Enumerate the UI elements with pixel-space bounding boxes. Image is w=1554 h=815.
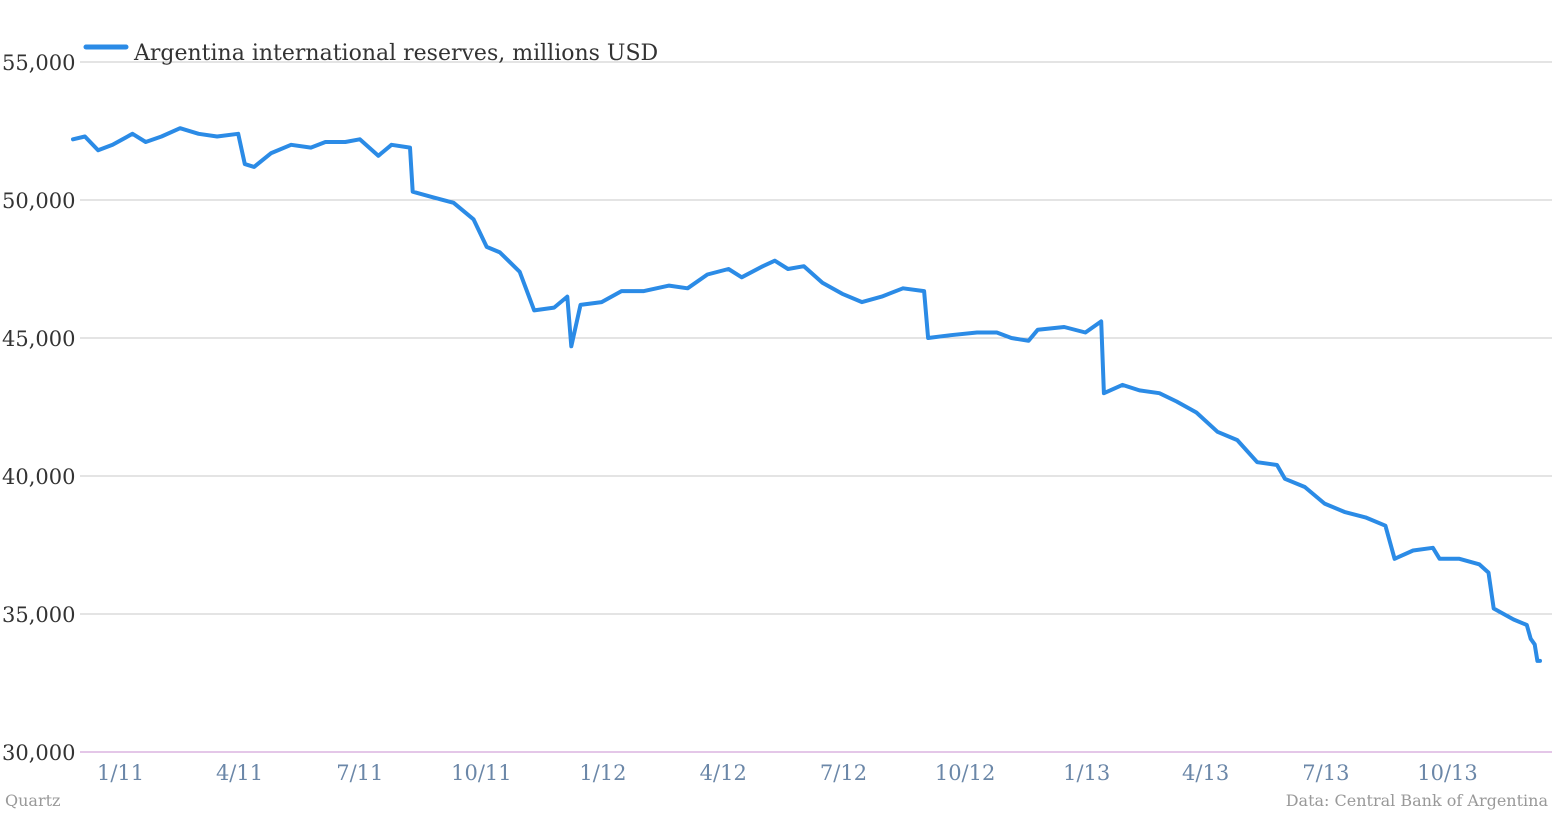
source-credit: Quartz [5,791,60,810]
x-tick-label: 7/12 [820,761,867,785]
x-tick-label: 1/11 [97,761,144,785]
x-tick-label: 10/12 [935,761,996,785]
x-tick-label: 1/12 [579,761,626,785]
x-tick-label: 4/12 [700,761,747,785]
y-tick-label: 45,000 [2,327,75,351]
legend: Argentina international reserves, millio… [83,41,658,66]
gridlines [80,61,1552,753]
y-tick-label: 40,000 [2,465,75,489]
y-axis-tick-labels: 30,000 35,000 40,000 45,000 50,000 55,000 [2,51,75,765]
x-tick-label: 10/11 [451,761,512,785]
series-line [71,126,1542,663]
x-tick-label: 7/11 [336,761,383,785]
y-tick-label: 30,000 [2,741,75,765]
x-tick-label: 1/13 [1063,761,1110,785]
y-tick-label: 50,000 [2,189,75,213]
x-tick-label: 7/13 [1302,761,1349,785]
data-source-note: Data: Central Bank of Argentina [1286,791,1549,810]
y-tick-label: 55,000 [2,51,75,75]
x-tick-label: 4/13 [1182,761,1229,785]
x-tick-label: 10/13 [1417,761,1478,785]
legend-label: Argentina international reserves, millio… [133,41,658,66]
y-tick-label: 35,000 [2,603,75,627]
x-axis-tick-labels: 1/11 4/11 7/11 10/11 1/12 4/12 7/12 10/12 1/13 4/… [97,761,1478,785]
series-layer [71,126,1542,663]
x-tick-label: 4/11 [216,761,263,785]
